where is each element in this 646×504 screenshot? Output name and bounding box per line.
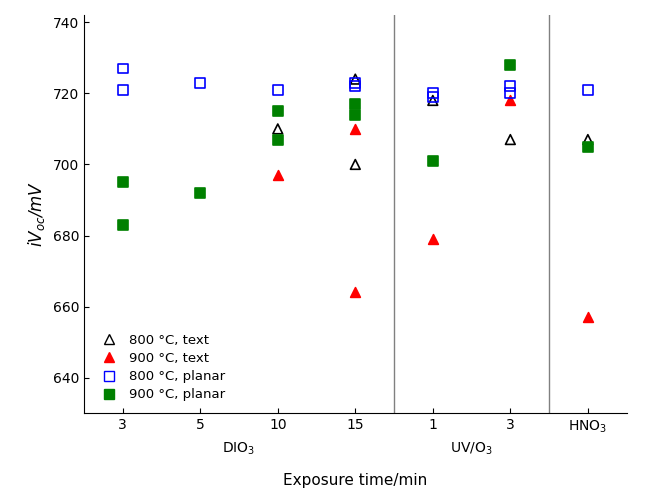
Point <box>118 65 128 73</box>
Point <box>273 136 283 144</box>
Text: DIO$_3$: DIO$_3$ <box>222 441 256 458</box>
Point <box>118 221 128 229</box>
Point <box>350 125 360 133</box>
Text: UV/O$_3$: UV/O$_3$ <box>450 441 493 458</box>
Point <box>583 86 593 94</box>
Point <box>350 111 360 119</box>
Point <box>273 86 283 94</box>
Point <box>583 143 593 151</box>
Point <box>350 100 360 108</box>
Point <box>428 235 438 243</box>
Point <box>273 107 283 115</box>
Point <box>350 82 360 90</box>
Point <box>273 125 283 133</box>
Point <box>583 313 593 322</box>
Point <box>505 136 516 144</box>
Point <box>583 136 593 144</box>
Legend: 800 °C, text, 900 °C, text, 800 °C, planar, 900 °C, planar: 800 °C, text, 900 °C, text, 800 °C, plan… <box>90 328 230 407</box>
Text: Exposure time/min: Exposure time/min <box>283 473 428 488</box>
Point <box>428 157 438 165</box>
Point <box>273 171 283 179</box>
Point <box>505 61 516 69</box>
Point <box>350 288 360 296</box>
Point <box>428 96 438 104</box>
Point <box>428 93 438 101</box>
Point <box>350 79 360 87</box>
Point <box>118 178 128 186</box>
Point <box>350 75 360 83</box>
Point <box>428 89 438 97</box>
Point <box>118 86 128 94</box>
Point <box>195 79 205 87</box>
Point <box>350 160 360 168</box>
Y-axis label: iV$_{oc}$/mV: iV$_{oc}$/mV <box>26 181 47 247</box>
Point <box>195 189 205 197</box>
Point <box>505 89 516 97</box>
Point <box>505 96 516 104</box>
Point <box>505 82 516 90</box>
